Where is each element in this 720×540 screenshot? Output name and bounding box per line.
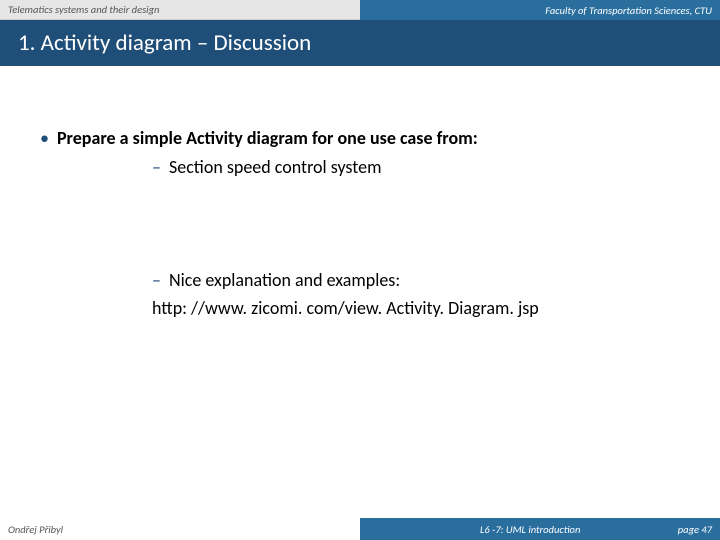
- footer-right: L6 -7: UML introduction page 47: [360, 518, 720, 540]
- bullet-icon: •: [40, 126, 49, 151]
- content-area: • Prepare a simple Activity diagram for …: [0, 66, 720, 540]
- sub-text-1: Section speed control system: [169, 155, 381, 180]
- top-right-label: Faculty of Transportation Sciences, CTU: [360, 0, 720, 20]
- spacer: [40, 180, 680, 266]
- slide: Telematics systems and their design Facu…: [0, 0, 720, 540]
- footer-course: L6 -7: UML introduction: [360, 523, 678, 536]
- top-left-label: Telematics systems and their design: [0, 0, 360, 20]
- sub-bullet-2: – Nice explanation and examples:: [40, 268, 680, 293]
- url-row: http: //www. zicomi. com/view. Activity.…: [40, 296, 680, 321]
- footer: Ondřej Přibyl L6 -7: UML introduction pa…: [0, 518, 720, 540]
- top-bar: Telematics systems and their design Facu…: [0, 0, 720, 20]
- sub-bullet-1: – Section speed control system: [40, 155, 680, 180]
- slide-title: 1. Activity diagram – Discussion: [0, 20, 720, 66]
- footer-page: page 47: [678, 523, 720, 536]
- bullet-main-text: Prepare a simple Activity diagram for on…: [57, 126, 478, 151]
- bullet-main-row: • Prepare a simple Activity diagram for …: [40, 126, 680, 151]
- dash-icon: –: [152, 155, 161, 180]
- sub-text-2: Nice explanation and examples:: [169, 268, 400, 293]
- footer-author: Ondřej Přibyl: [0, 523, 360, 536]
- dash-icon: –: [152, 268, 161, 293]
- url-text: http: //www. zicomi. com/view. Activity.…: [152, 296, 539, 321]
